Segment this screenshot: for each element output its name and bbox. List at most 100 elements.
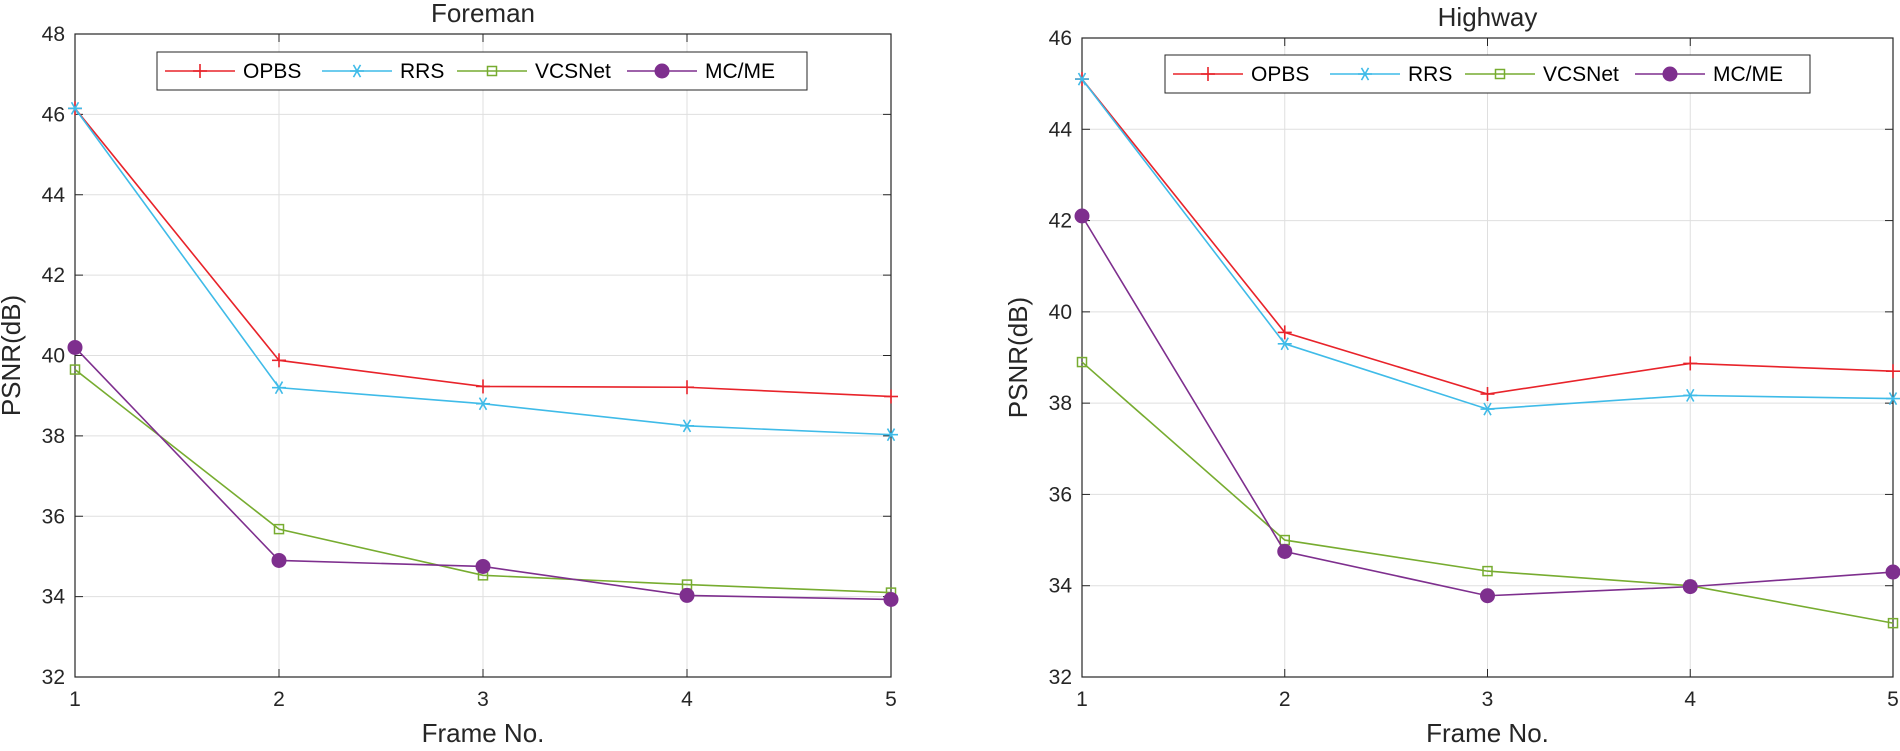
data-point	[1683, 388, 1698, 402]
data-point	[1887, 617, 1899, 629]
series-mc-me	[67, 339, 899, 607]
data-point	[67, 339, 83, 355]
legend-marker	[486, 65, 498, 77]
y-tick-label: 40	[1049, 301, 1072, 324]
chart-title: Highway	[1438, 2, 1538, 32]
y-tick-label: 44	[1049, 118, 1073, 141]
legend-label: RRS	[1408, 63, 1452, 86]
x-tick-label: 1	[1076, 688, 1088, 711]
y-tick-label: 34	[42, 586, 66, 609]
legend-entry: MC/ME	[1635, 63, 1783, 86]
series-rrs	[68, 101, 898, 442]
legend-marker	[350, 64, 364, 78]
y-tick-label: 46	[1049, 27, 1072, 50]
data-point	[1480, 402, 1495, 416]
series-line	[1081, 361, 1894, 624]
y-tick-label: 36	[1049, 483, 1072, 506]
y-tick-label: 42	[42, 264, 65, 287]
legend-label: OPBS	[1251, 63, 1309, 86]
data-point	[272, 381, 286, 395]
legend-entry: OPBS	[1173, 63, 1309, 86]
legend-label: MC/ME	[705, 60, 775, 83]
x-axis-label: Frame No.	[422, 718, 545, 748]
data-point	[1480, 588, 1495, 604]
data-point	[680, 380, 694, 395]
y-tick-label: 32	[1049, 666, 1072, 689]
x-tick-label: 1	[69, 688, 81, 711]
y-tick-label: 38	[1049, 392, 1072, 415]
y-tick-label: 36	[42, 505, 65, 528]
legend-entry: MC/ME	[627, 60, 775, 83]
x-tick-label: 2	[1279, 688, 1291, 711]
data-point	[884, 428, 898, 442]
legend-entry: OPBS	[165, 60, 301, 83]
x-tick-label: 5	[885, 688, 897, 711]
legend: OPBS RRS VCSNet MC/ME	[156, 51, 808, 91]
data-point	[475, 558, 491, 574]
legend-marker	[1662, 66, 1678, 82]
data-point	[69, 364, 81, 375]
data-point	[680, 419, 694, 433]
chart-title: Foreman	[431, 0, 535, 28]
legend-marker	[654, 63, 670, 79]
data-point	[1075, 72, 1089, 86]
series-line	[74, 368, 892, 594]
data-point	[271, 552, 287, 568]
x-axis-label: Frame No.	[1426, 718, 1549, 748]
x-tick-label: 3	[1482, 688, 1494, 711]
legend-label: VCSNet	[535, 60, 611, 83]
data-point	[1682, 579, 1698, 595]
data-point	[1885, 564, 1900, 580]
x-tick-label: 5	[1887, 688, 1899, 711]
legend-marker	[193, 64, 207, 78]
y-axis-label: PSNR(dB)	[1003, 297, 1033, 418]
legend-entry: VCSNet	[1465, 63, 1619, 86]
series-mc-me	[1074, 208, 1900, 604]
data-point	[1277, 325, 1292, 340]
y-tick-label: 46	[42, 103, 65, 126]
data-point	[1482, 565, 1493, 577]
data-point	[1683, 356, 1698, 371]
legend-label: RRS	[400, 60, 444, 83]
y-tick-label: 34	[1049, 575, 1073, 598]
legend-marker	[1358, 67, 1372, 81]
data-point	[476, 397, 490, 411]
y-tick-label: 32	[42, 666, 65, 689]
x-tick-label: 4	[681, 688, 693, 711]
legend-entry: RRS	[1330, 63, 1452, 86]
y-tick-label: 38	[42, 425, 65, 448]
x-tick-label: 4	[1684, 688, 1696, 711]
x-tick-label: 2	[273, 688, 285, 711]
y-axis-label: PSNR(dB)	[0, 295, 26, 416]
data-point	[679, 587, 695, 603]
legend-label: VCSNet	[1543, 63, 1619, 86]
data-point	[1074, 208, 1090, 224]
data-point	[273, 523, 285, 535]
data-point	[884, 389, 898, 404]
data-point	[1076, 356, 1088, 368]
data-point	[476, 379, 490, 394]
data-point	[272, 353, 286, 368]
legend-marker	[1201, 67, 1215, 81]
y-tick-label: 42	[1049, 210, 1072, 233]
legend-marker	[1494, 68, 1506, 80]
x-tick-label: 3	[477, 688, 489, 711]
y-tick-label: 48	[42, 23, 65, 46]
y-tick-label: 44	[42, 184, 66, 207]
data-point	[1277, 337, 1292, 351]
legend-entry: VCSNet	[457, 60, 611, 83]
series-rrs	[1075, 72, 1900, 416]
y-tick-label: 40	[42, 345, 65, 368]
data-point	[1480, 387, 1495, 402]
data-point	[1277, 543, 1293, 559]
legend-entry: RRS	[322, 60, 444, 83]
data-point	[1886, 392, 1900, 406]
data-point	[883, 591, 899, 607]
legend: OPBS RRS VCSNet MC/ME	[1164, 54, 1811, 94]
data-point	[1886, 364, 1900, 379]
legend-label: MC/ME	[1713, 63, 1783, 86]
legend-label: OPBS	[243, 60, 301, 83]
